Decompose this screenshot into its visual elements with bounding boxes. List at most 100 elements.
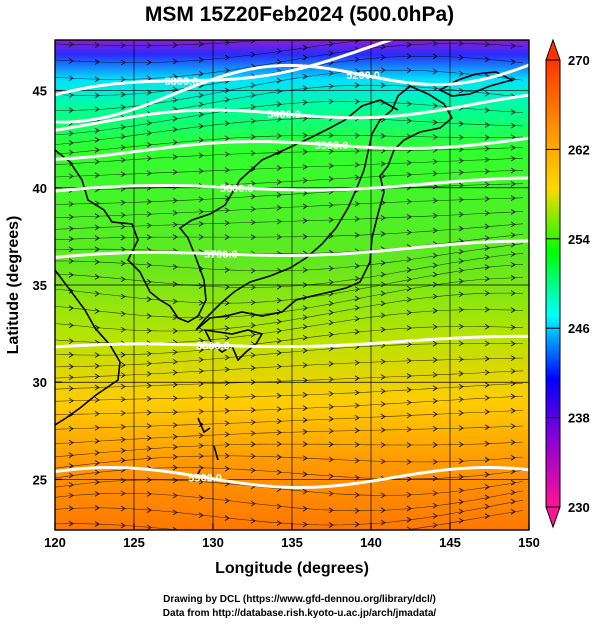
wind-arrow: [484, 223, 490, 230]
wind-arrow: [406, 476, 412, 482]
wind-arrow: [354, 402, 360, 409]
x-tick-label: 140: [360, 535, 382, 550]
wind-arrow: [146, 455, 152, 462]
wind-arrow: [68, 520, 74, 527]
wind-arrow: [172, 234, 178, 240]
wind-arrow: [146, 313, 152, 319]
wind-arrow: [276, 204, 282, 211]
wind-arrow: [510, 181, 516, 187]
wind-arrow: [224, 453, 230, 459]
wind-arrow: [328, 163, 334, 169]
wind-arrow: [250, 393, 256, 400]
contour-line: [55, 136, 529, 161]
wind-arrow: [250, 166, 256, 172]
wind-arrow: [432, 158, 438, 165]
wind-arrow: [380, 290, 386, 297]
streamline: [55, 69, 524, 111]
wind-arrow: [94, 259, 100, 265]
wind-arrow: [354, 414, 360, 421]
streamline: [55, 211, 524, 231]
wind-arrow: [276, 318, 282, 325]
wind-arrow: [94, 59, 100, 65]
wind-arrow: [198, 408, 204, 415]
wind-arrow: [198, 137, 204, 143]
wind-arrow: [354, 375, 360, 382]
wind-arrow: [302, 132, 308, 139]
wind-arrow: [406, 399, 412, 406]
wind-arrow: [120, 212, 126, 219]
wind-arrow: [510, 324, 516, 331]
wind-arrow: [146, 491, 152, 497]
wind-arrow: [276, 116, 282, 123]
wind-arrow: [94, 490, 100, 497]
wind-arrow: [198, 512, 204, 519]
wind-arrow: [432, 293, 438, 300]
wind-arrow: [458, 157, 464, 164]
wind-arrow: [354, 315, 360, 322]
wind-arrow: [328, 265, 334, 272]
wind-arrow: [250, 51, 256, 58]
wind-arrow: [458, 169, 464, 176]
map-grid: [55, 40, 529, 530]
wind-arrow: [380, 374, 386, 380]
wind-arrow: [406, 229, 412, 236]
wind-arrow: [354, 132, 360, 139]
wind-arrow: [458, 340, 464, 347]
wind-arrow: [94, 438, 100, 444]
y-tick-label: 30: [33, 375, 47, 390]
wind-arrow: [198, 152, 204, 159]
wind-arrow: [458, 458, 464, 464]
wind-arrow: [406, 491, 412, 498]
wind-arrow: [406, 341, 412, 348]
wind-arrow: [94, 410, 100, 417]
wind-arrow: [68, 352, 74, 358]
wind-arrow: [68, 140, 74, 146]
wind-arrow: [198, 123, 204, 130]
wind-arrow: [250, 180, 256, 187]
wind-arrow: [68, 149, 74, 156]
wind-arrow: [511, 18, 515, 23]
wind-arrow: [120, 436, 126, 443]
wind-arrow: [276, 338, 282, 344]
wind-arrow: [198, 101, 204, 108]
wind-arrow: [458, 425, 464, 431]
wind-arrow: [432, 271, 438, 278]
wind-arrow: [458, 383, 464, 390]
wind-arrow: [406, 159, 412, 166]
wind-arrow: [68, 41, 74, 48]
wind-arrow: [224, 420, 230, 427]
wind-arrow: [406, 442, 412, 448]
wind-arrow: [120, 260, 126, 267]
wind-arrow: [250, 40, 256, 44]
wind-arrow: [172, 210, 178, 216]
wind-arrow: [250, 134, 256, 140]
wind-arrow: [380, 519, 386, 526]
wind-arrow: [484, 306, 490, 313]
wind-arrow: [250, 365, 256, 371]
wind-arrow: [276, 133, 282, 139]
wind-arrow: [198, 57, 204, 63]
wind-arrow: [510, 144, 516, 151]
wind-arrow: [146, 278, 152, 285]
wind-arrow: [302, 347, 308, 354]
wind-arrow: [380, 173, 386, 179]
wind-arrow: [94, 352, 100, 358]
wind-arrow: [511, 29, 515, 34]
wind-arrow: [276, 192, 282, 198]
wind-arrow: [198, 265, 204, 272]
wind-arrow: [146, 395, 152, 402]
wind-arrow: [510, 261, 516, 268]
wind-arrow: [172, 115, 178, 122]
wind-arrow: [172, 433, 178, 440]
wind-arrow: [146, 423, 152, 429]
wind-arrow: [354, 507, 360, 514]
wind-arrow: [328, 300, 334, 307]
wind-arrow: [225, 532, 229, 537]
wind-arrow: [276, 350, 282, 356]
wind-arrow: [484, 440, 490, 447]
wind-arrow: [354, 521, 360, 528]
wind-arrow: [94, 235, 100, 241]
wind-arrow: [458, 410, 464, 416]
streamline: [55, 264, 524, 304]
wind-arrow: [432, 522, 438, 529]
